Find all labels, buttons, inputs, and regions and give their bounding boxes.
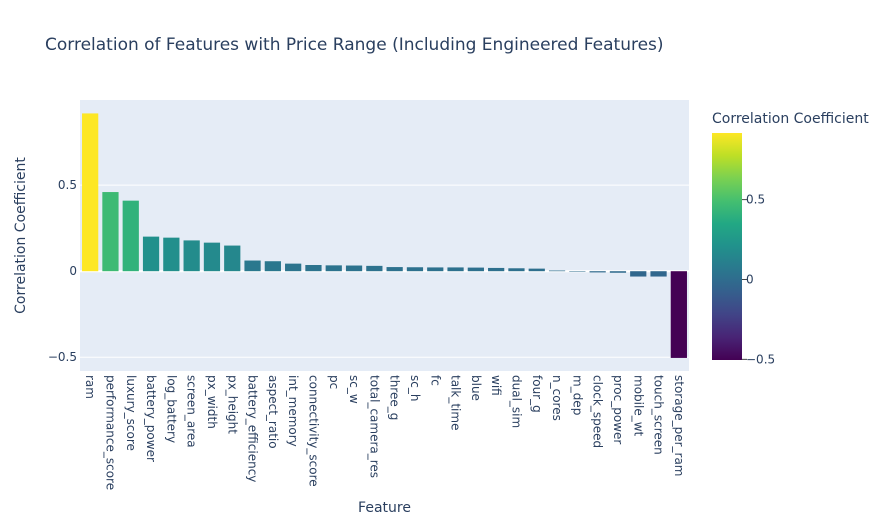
bar-performance_score — [102, 192, 119, 272]
bar-proc_power — [609, 271, 627, 273]
x-tick-label: storage_per_ram — [672, 375, 686, 477]
bar-sc_w — [345, 265, 363, 272]
chart-title: Correlation of Features with Price Range… — [45, 35, 664, 55]
x-tick-label: mobile_wt — [631, 375, 645, 437]
bar-int_memory — [285, 263, 302, 272]
bar-three_g — [386, 267, 403, 272]
x-axis-title: Feature — [358, 500, 411, 516]
y-axis-title: Correlation Coefficient — [13, 157, 29, 314]
y-tick-label: 0.5 — [58, 178, 77, 192]
bar-four_g — [528, 268, 545, 272]
bar-luxury_score — [122, 200, 139, 272]
bar-px_height — [224, 245, 241, 272]
x-tick-label: dual_sim — [509, 375, 523, 428]
bar-n_cores — [548, 270, 566, 272]
x-tick-label: px_height — [225, 375, 239, 434]
bar-connectivity_score — [305, 265, 322, 272]
bar-log_battery — [163, 237, 180, 272]
colorbar-tick-label: −0.5 — [746, 352, 775, 366]
bar-touch_screen — [650, 271, 667, 277]
bar-fc — [427, 267, 444, 272]
x-tick-label: px_width — [205, 375, 219, 429]
x-tick-label: clock_speed — [591, 375, 605, 448]
x-tick-label: total_camera_res — [367, 375, 381, 478]
x-tick-label: screen_area — [185, 375, 199, 448]
x-tick-label: m_dep — [570, 375, 584, 415]
bar-dual_sim — [508, 268, 525, 272]
bar-pc — [325, 265, 342, 272]
x-tick-label: battery_efficiency — [246, 375, 260, 482]
x-axis-ticks: ram performance_score luxury_score battery_… — [83, 375, 686, 490]
y-tick-label: −0.5 — [48, 350, 77, 364]
x-tick-label: three_g — [388, 375, 402, 420]
x-tick-label: luxury_score — [124, 375, 138, 451]
y-tick-label: 0 — [69, 264, 77, 278]
bar-clock_speed — [589, 271, 606, 273]
x-tick-label: sc_w — [347, 375, 361, 404]
bar-total_camera_res — [366, 265, 383, 272]
bar-px_width — [203, 242, 221, 272]
colorbar-title: Correlation Coefficient — [712, 111, 869, 127]
bar-wifi — [488, 267, 505, 272]
bar-aspect_ratio — [264, 261, 281, 272]
bar-sc_h — [406, 267, 424, 272]
x-tick-label: sc_h — [408, 375, 422, 401]
plot-area — [80, 100, 689, 371]
bar-storage_per_ram — [670, 271, 687, 358]
bar-m_dep — [569, 271, 586, 272]
x-tick-label: pc — [327, 375, 341, 389]
gridlines — [80, 184, 689, 358]
colorbar-ticks: −0.5 0 0.5 — [742, 193, 775, 366]
x-tick-label: blue — [469, 375, 483, 401]
bar-talk_time — [447, 267, 464, 272]
colorbar — [712, 133, 742, 360]
x-tick-label: proc_power — [611, 375, 625, 444]
y-axis-ticks: −0.5 0 0.5 — [48, 178, 77, 364]
x-tick-label: performance_score — [103, 375, 117, 490]
bar-ram — [82, 113, 99, 272]
bar-screen_area — [183, 240, 200, 272]
x-tick-label: wifi — [489, 375, 503, 396]
x-tick-label: log_battery — [164, 375, 178, 443]
x-tick-label: battery_power — [144, 375, 158, 462]
bar-battery_power — [142, 236, 160, 272]
x-tick-label: ram — [83, 375, 97, 399]
x-tick-label: aspect_ratio — [266, 375, 280, 449]
bar-battery_efficiency — [244, 260, 261, 272]
x-tick-label: int_memory — [286, 375, 300, 447]
colorbar-tick-label: 0.5 — [746, 193, 765, 207]
x-tick-label: talk_time — [449, 375, 463, 430]
x-tick-label: four_g — [530, 375, 544, 413]
x-tick-label: n_cores — [550, 375, 564, 421]
x-tick-label: connectivity_score — [306, 375, 320, 487]
bars — [82, 113, 687, 358]
x-tick-label: touch_screen — [652, 375, 666, 455]
bar-mobile_wt — [630, 271, 647, 277]
colorbar-tick-label: 0 — [746, 272, 754, 286]
x-tick-label: fc — [428, 375, 442, 386]
bar-blue — [467, 267, 484, 272]
